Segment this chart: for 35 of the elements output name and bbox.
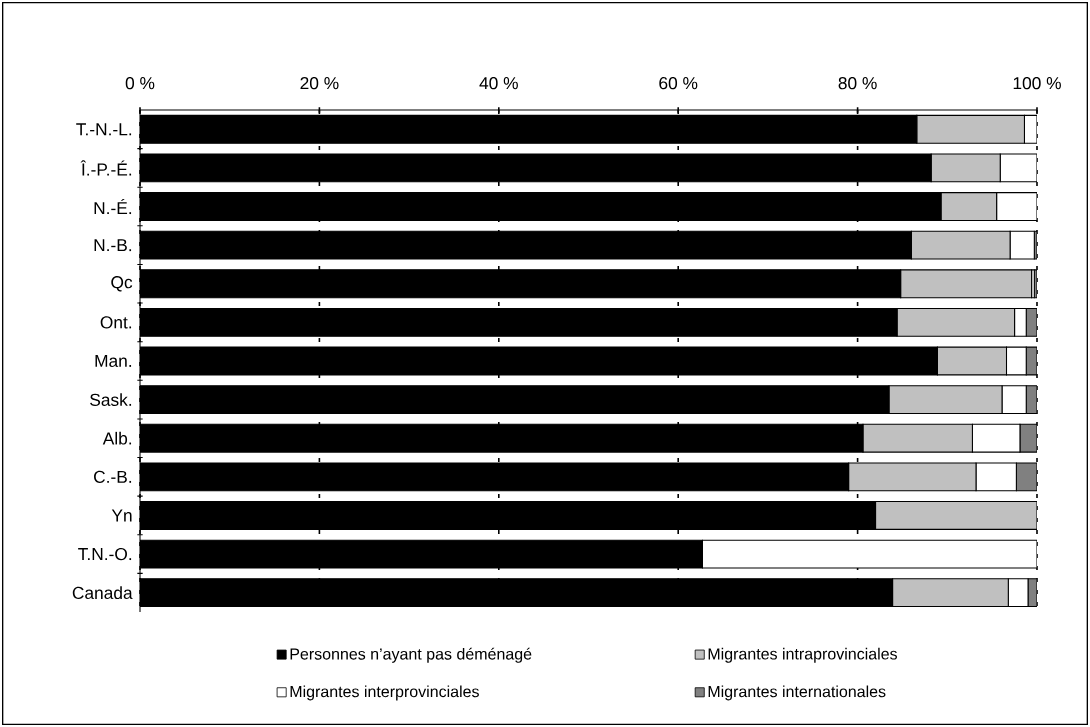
y-tick-label: Yn	[111, 509, 132, 522]
bar	[936, 346, 1008, 376]
bar	[940, 192, 998, 221]
x-tick-label: 0 %	[125, 77, 155, 90]
bar	[916, 114, 1025, 144]
bar	[862, 423, 973, 453]
bar	[888, 385, 1003, 415]
y-tick-label: Man.	[95, 354, 132, 368]
bar	[910, 230, 1011, 260]
y-tick-label: N.-B.	[94, 239, 132, 252]
bar	[900, 269, 1033, 299]
bar	[930, 153, 1001, 183]
y-tick-label: Î.-P.-É.	[80, 160, 132, 176]
y-tick-label: Alb.	[102, 431, 132, 445]
y-tick-label: Sask.	[90, 393, 132, 406]
bar	[892, 578, 1009, 608]
x-tick-label: 80 %	[838, 77, 877, 90]
x-tick-label: 40 %	[479, 77, 518, 90]
x-tick-label: 60 %	[659, 77, 698, 90]
legend-label: Migrantes internationales	[708, 685, 886, 701]
y-tick-label: T.-N.-L.	[76, 123, 132, 136]
legend-label: Migrantes intraprovinciales	[708, 647, 898, 663]
x-tick-label: 100 %	[1013, 77, 1061, 90]
legend-label: Migrantes interprovinciales	[290, 685, 479, 701]
y-tick-label: T.N.-O.	[78, 547, 132, 561]
y-tick-label: Qc	[111, 276, 133, 292]
y-tick-label: C.-B.	[94, 470, 132, 483]
y-tick-label: N.-É.	[94, 199, 132, 215]
bar	[875, 501, 1037, 530]
bar	[896, 307, 1016, 337]
legend-label: Personnes n’ayant pas déménagé	[290, 647, 532, 663]
bar	[848, 462, 977, 492]
x-tick-label: 20 %	[300, 77, 339, 90]
y-tick-label: Ont.	[100, 316, 132, 329]
y-tick-label: Canada	[72, 586, 133, 600]
